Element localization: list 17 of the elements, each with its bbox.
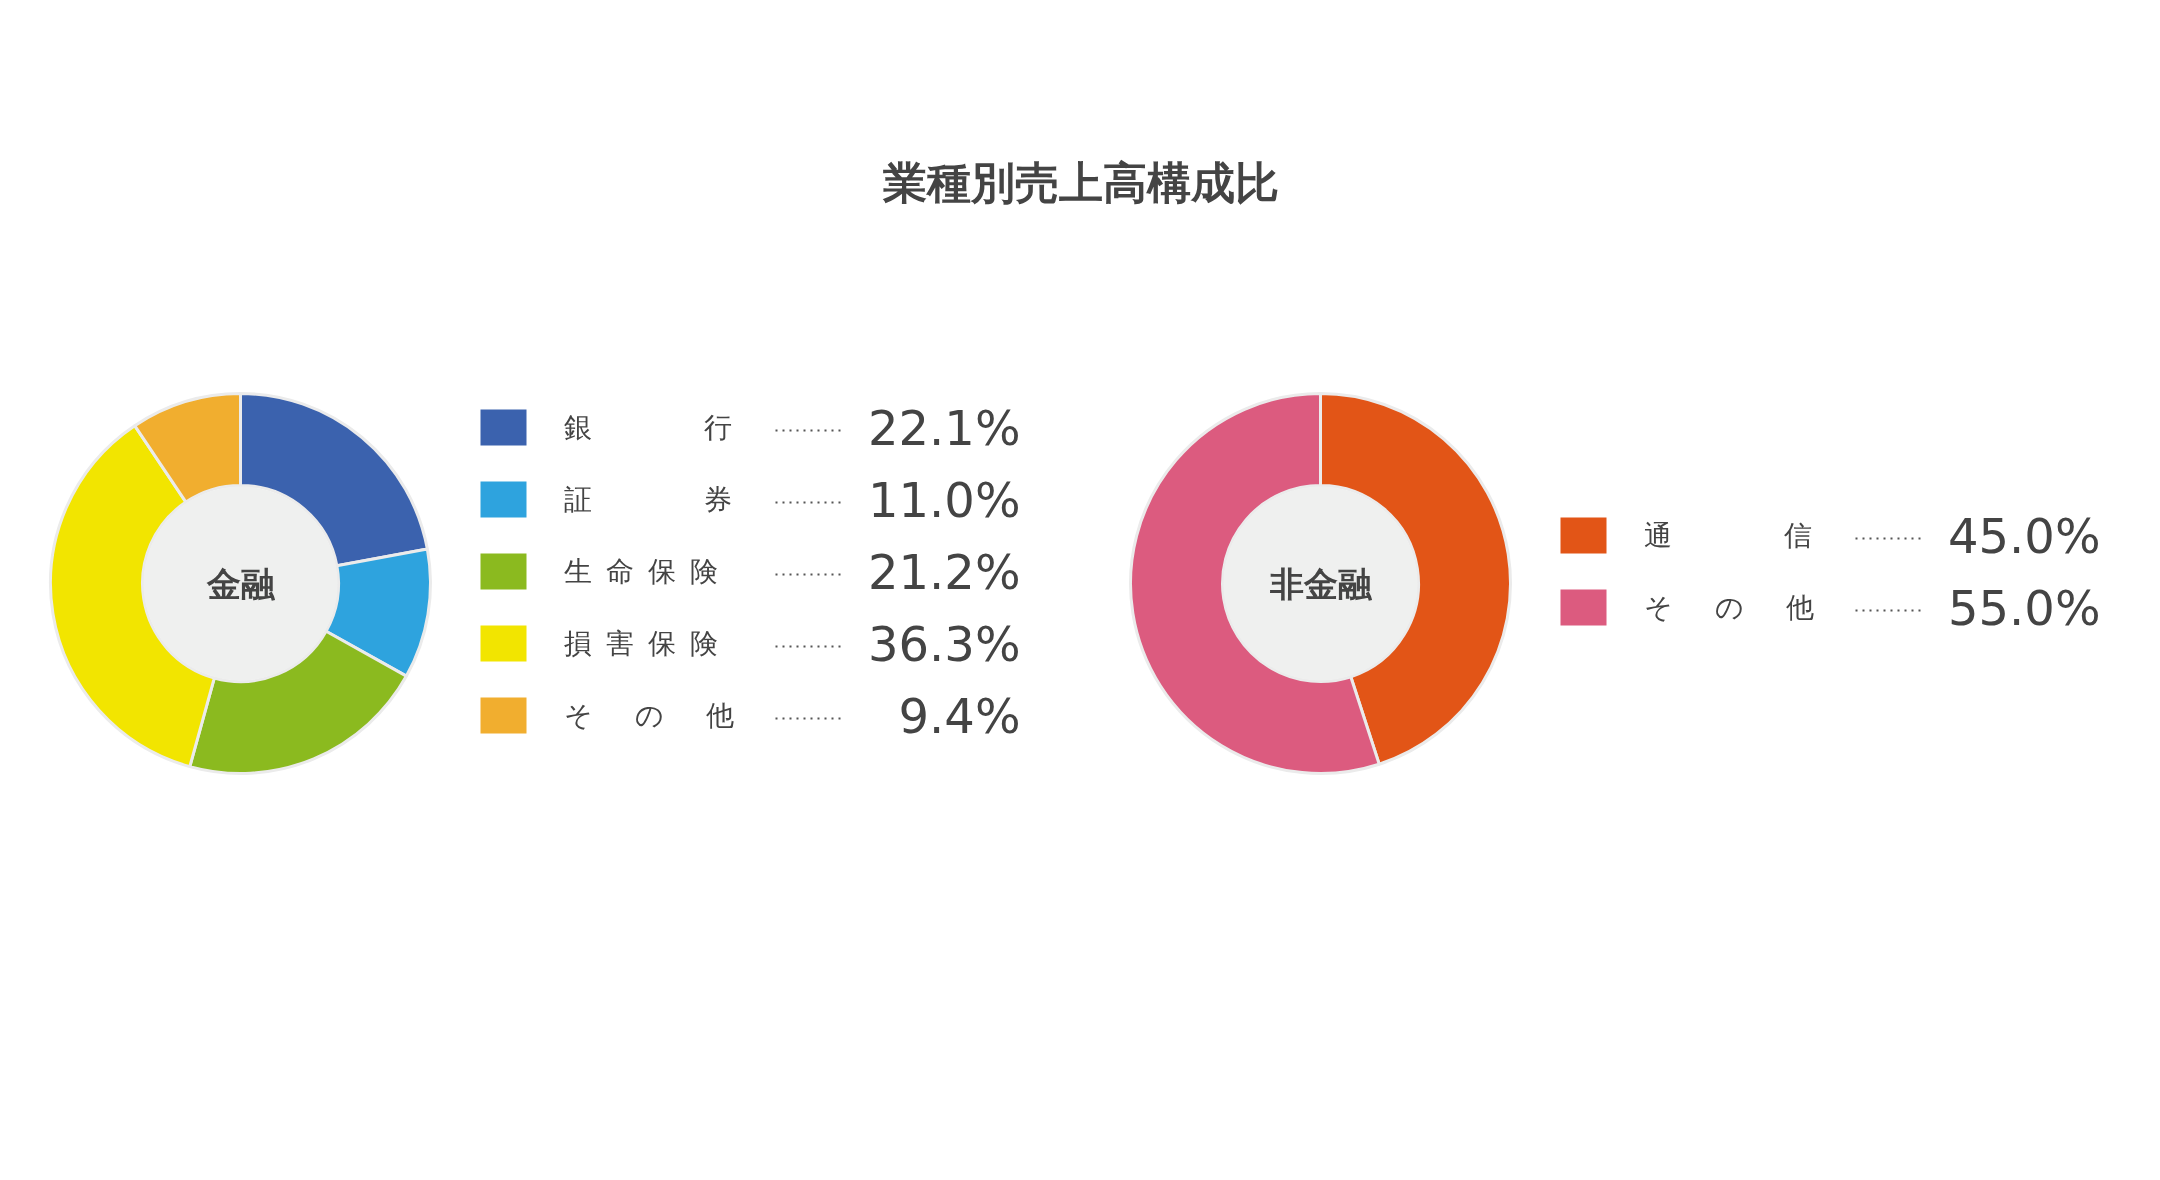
data-label: 11.0% (868, 471, 1021, 528)
legend-label: 生 命 保 険 (563, 555, 718, 588)
chart-title: 業種別売上高構成比 (881, 157, 1279, 208)
data-label: 9.4% (898, 687, 1021, 744)
data-label: 45.0% (1948, 507, 2101, 564)
data-label: 36.3% (868, 615, 1021, 672)
data-label: 21.2% (868, 543, 1021, 600)
legend-label: そ の 他 (1643, 591, 1814, 624)
legend-label: そ の 他 (563, 699, 734, 732)
data-label: 55.0% (1948, 579, 2101, 636)
legend-label: 証 券 (563, 483, 732, 516)
legend-label: 損 害 保 険 (563, 627, 718, 660)
data-label: 22.1% (868, 399, 1021, 456)
text: 非金融 (1268, 563, 1373, 604)
text: 金融 (205, 563, 276, 604)
legend-label: 通 信 (1643, 519, 1812, 552)
legend-label: 銀 行 (563, 411, 732, 444)
